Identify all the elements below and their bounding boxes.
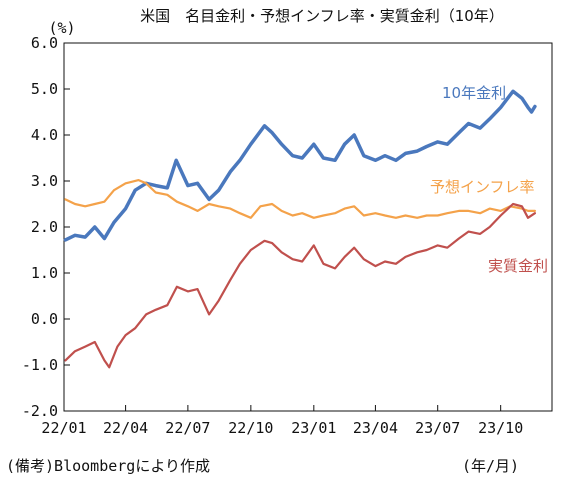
series-label-expected-inflation: 予想インフレ率 bbox=[430, 178, 535, 196]
x-tick-label: 22/07 bbox=[165, 419, 210, 437]
x-axis: 22/01 22/04 22/07 22/10 23/01 23/04 23/07 23/10 bbox=[41, 405, 523, 437]
series-line-real-rate bbox=[64, 202, 536, 369]
x-tick-label: 23/07 bbox=[415, 419, 460, 437]
x-tick-label: 22/04 bbox=[103, 419, 148, 437]
series-label-real-rate: 実質金利 bbox=[488, 257, 548, 275]
y-tick-label: 1.0 bbox=[31, 264, 58, 282]
y-unit-label: (%) bbox=[48, 19, 75, 37]
chart-title: 米国 名目金利・予想インフレ率・実質金利（10年） bbox=[140, 7, 504, 25]
y-tick-label: 0.0 bbox=[31, 310, 58, 328]
y-tick-label: 2.0 bbox=[31, 218, 58, 236]
x-tick-label: 22/01 bbox=[41, 419, 86, 437]
series-line-10y-yield bbox=[63, 89, 537, 242]
x-tick-label: 23/10 bbox=[478, 419, 523, 437]
y-tick-label: 3.0 bbox=[31, 172, 58, 190]
y-axis: 6.0 5.0 4.0 3.0 2.0 1.0 0.0 -1.0 -2.0 bbox=[22, 34, 70, 420]
series-line-expected-inflation bbox=[64, 179, 536, 219]
y-tick-label: 5.0 bbox=[31, 80, 58, 98]
series-layer bbox=[63, 89, 537, 369]
y-tick-label: 4.0 bbox=[31, 126, 58, 144]
y-tick-label: -2.0 bbox=[22, 402, 58, 420]
y-tick-label: -1.0 bbox=[22, 356, 58, 374]
series-label-10y-yield: 10年金利 bbox=[442, 84, 506, 102]
x-unit-label: (年/月) bbox=[462, 457, 519, 475]
y-tick-label: 6.0 bbox=[31, 34, 58, 52]
source-note: (備考)Bloombergにより作成 bbox=[6, 457, 210, 475]
x-tick-label: 23/01 bbox=[291, 419, 336, 437]
x-tick-label: 22/10 bbox=[228, 419, 273, 437]
x-tick-label: 23/04 bbox=[353, 419, 398, 437]
